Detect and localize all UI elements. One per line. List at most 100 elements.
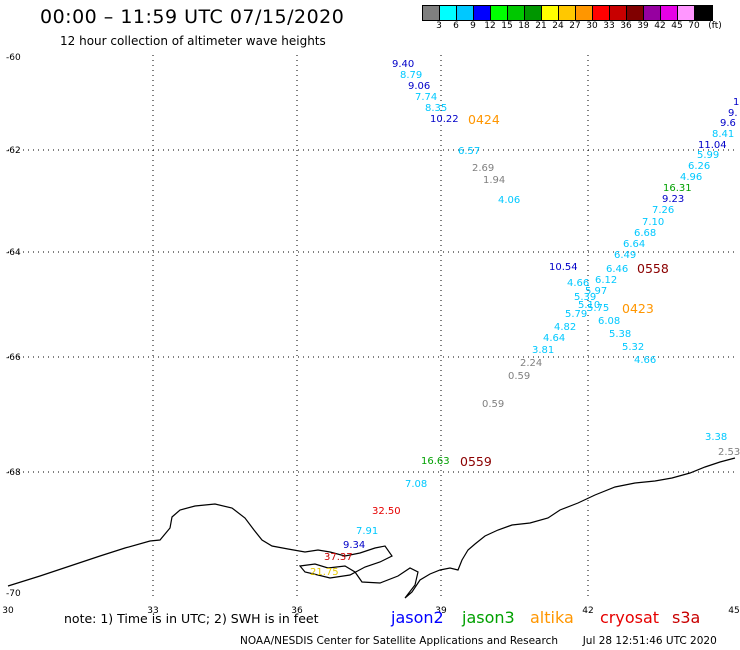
lat-tick-label: -66 (6, 353, 21, 363)
colorbar-label: 27 (569, 21, 581, 31)
credit-text: NOAA/NESDIS Center for Satellite Applica… (240, 635, 558, 647)
swh-observation: 5.97 (585, 286, 607, 297)
swh-observation: 3.81 (532, 345, 554, 356)
colorbar-label: 9 (470, 21, 476, 31)
swh-observation: 9.34 (343, 540, 365, 551)
swh-observation: 2.53 (718, 447, 740, 458)
track-time-label: 0424 (468, 112, 500, 127)
colorbar-swatch (678, 6, 695, 20)
satellite-legend-item: jason2 (391, 608, 444, 627)
swh-observation: 6.26 (688, 161, 710, 172)
swh-observation: 8.35 (425, 103, 447, 114)
colorbar-label: 33 (603, 21, 615, 31)
colorbar-label: 15 (501, 21, 513, 31)
swh-observation: 9.40 (392, 59, 414, 70)
swh-observation: 5.75 (587, 303, 609, 314)
lat-tick-label: -64 (6, 248, 21, 258)
swh-observation: 16.31 (663, 183, 692, 194)
map-grid (8, 55, 734, 600)
swh-observation: 6.49 (614, 250, 636, 261)
swh-observation: 6.57 (458, 146, 480, 157)
swh-observation: 6.08 (598, 316, 620, 327)
colorbar-label: 42 (654, 21, 666, 31)
colorbar-label: 70 (688, 21, 700, 31)
colorbar-label: 30 (586, 21, 598, 31)
swh-observation: 32.50 (372, 506, 401, 517)
footer-note: note: 1) Time is in UTC; 2) SWH is in fe… (64, 611, 319, 626)
axis-ticks-layer: 30 33 36 39 42 45 -60 -62 -64 -66 -68 -70 (2, 53, 739, 616)
track-time-label: 0559 (460, 454, 492, 469)
swh-observation: 5.39 (574, 292, 596, 303)
swh-observation: 8.41 (712, 129, 734, 140)
swh-observation: 7.26 (652, 205, 674, 216)
track-time-label: 0558 (637, 261, 669, 276)
swh-observation: 7.91 (356, 526, 378, 537)
colorbar-label: 12 (484, 21, 496, 31)
swh-observation: 5.99 (697, 150, 719, 161)
swh-observation: 21.75 (310, 567, 339, 578)
track-labels-layer: 0424 0558 0423 0559 (460, 112, 669, 469)
swh-observation: 4.66 (567, 278, 589, 289)
swh-observation: 5.32 (622, 342, 644, 353)
colorbar-swatch (542, 6, 559, 20)
swh-observation: 7.10 (642, 217, 664, 228)
colorbar-swatch (457, 6, 474, 20)
lat-tick-label: -62 (6, 146, 21, 156)
swh-observation: 4.06 (498, 195, 520, 206)
colorbar-swatch (627, 6, 644, 20)
colorbar-label: 3 (436, 21, 442, 31)
swh-observation: 1.94 (483, 175, 505, 186)
colorbar-swatch (491, 6, 508, 20)
swh-observation: 6.64 (623, 239, 645, 250)
satellite-legend-item: altika (530, 608, 574, 627)
colorbar-swatch (525, 6, 542, 20)
colorbar-label: 24 (552, 21, 564, 31)
credit-timestamp: Jul 28 12:51:46 UTC 2020 (582, 635, 717, 647)
colorbar-swatch (695, 6, 712, 20)
swh-observation: 5.38 (609, 329, 631, 340)
swh-observation: 4.82 (554, 322, 576, 333)
swh-observation: 10.54 (549, 262, 578, 273)
swh-observation: 6.12 (595, 275, 617, 286)
colorbar (422, 5, 713, 21)
colorbar-swatch (576, 6, 593, 20)
colorbar-swatch (661, 6, 678, 20)
swh-observation: 5.10 (578, 300, 600, 311)
coastline (7, 457, 736, 599)
swh-observation: 3.38 (705, 432, 727, 443)
swh-observation: 4.64 (543, 333, 565, 344)
swh-observation: 4.66 (634, 355, 656, 366)
page-title: 00:00 – 11:59 UTC 07/15/2020 (40, 6, 345, 28)
colorbar-swatch (644, 6, 661, 20)
colorbar-label: 18 (518, 21, 530, 31)
swh-observation: 6.68 (634, 228, 656, 239)
swh-observation: 0.59 (482, 399, 504, 410)
track-time-label: 0423 (622, 301, 654, 316)
colorbar-swatch (474, 6, 491, 20)
swh-observation: 0.59 (508, 371, 530, 382)
swh-observation: 16.63 (421, 456, 450, 467)
lon-tick-label: 30 (2, 606, 14, 616)
colorbar-swatch (440, 6, 457, 20)
swh-observation: 8.79 (400, 70, 422, 81)
swh-observation: 2.24 (520, 358, 542, 369)
lon-tick-label: 33 (147, 606, 158, 616)
colorbar-labels: 3 6 9 12 15 18 21 24 27 30 33 36 39 42 45 70 (ft) (422, 21, 732, 33)
colorbar-label: 39 (637, 21, 649, 31)
colorbar-swatch (593, 6, 610, 20)
satellite-legend-item: s3a (672, 608, 701, 627)
swh-observation: 7.74 (415, 92, 437, 103)
swh-observation: 37.37 (324, 552, 353, 563)
colorbar-swatch (423, 6, 440, 20)
swh-observation: 5.79 (565, 309, 587, 320)
lon-tick-label: 45 (728, 606, 739, 616)
swh-observation: 6.46 (606, 264, 628, 275)
colorbar-label: 6 (453, 21, 459, 31)
colorbar-label: 21 (535, 21, 547, 31)
lon-tick-label: 42 (582, 606, 593, 616)
swh-observation: 9.23 (662, 194, 684, 205)
swh-observation: 10.22 (430, 114, 459, 125)
swh-observation: 4.96 (680, 172, 702, 183)
lon-tick-label: 36 (291, 606, 303, 616)
